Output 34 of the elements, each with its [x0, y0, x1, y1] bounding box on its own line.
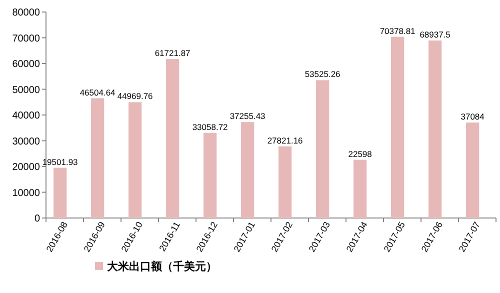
y-tick-label: 70000 — [12, 33, 40, 44]
bar — [354, 160, 367, 218]
data-label: 46504.64 — [80, 87, 116, 98]
data-label: 61721.87 — [154, 48, 191, 58]
legend-label: 大米出口额（千美元） — [107, 260, 217, 273]
y-tick-label: 60000 — [12, 59, 40, 70]
data-label: 53525.26 — [304, 69, 341, 80]
data-label: 37084 — [460, 112, 485, 122]
y-tick-label: 0 — [34, 214, 40, 224]
bar — [316, 80, 330, 218]
data-label: 44969.76 — [117, 91, 154, 102]
bar — [466, 122, 480, 218]
bar — [278, 146, 292, 218]
data-label: 19501.93 — [42, 156, 78, 167]
y-tick-label: 30000 — [12, 136, 40, 148]
bar — [91, 98, 104, 218]
bar — [241, 122, 254, 218]
y-tick-label: 50000 — [12, 84, 40, 96]
y-tick-label: 40000 — [12, 110, 40, 122]
data-label: 68937.5 — [420, 29, 451, 40]
data-label: 22598 — [348, 148, 372, 159]
bar — [204, 132, 217, 218]
y-tick-label: 10000 — [12, 188, 40, 199]
data-label: 70378.81 — [380, 26, 416, 36]
y-tick-label: 20000 — [12, 162, 40, 173]
y-tick-label: 80000 — [12, 8, 40, 18]
bar — [128, 102, 142, 218]
data-label: 33058.72 — [192, 122, 228, 132]
bar — [166, 59, 180, 218]
data-label: 37255.43 — [230, 111, 266, 122]
bar — [54, 168, 67, 218]
bar — [391, 36, 404, 218]
bar — [428, 40, 442, 218]
data-label: 27821.16 — [267, 135, 304, 146]
